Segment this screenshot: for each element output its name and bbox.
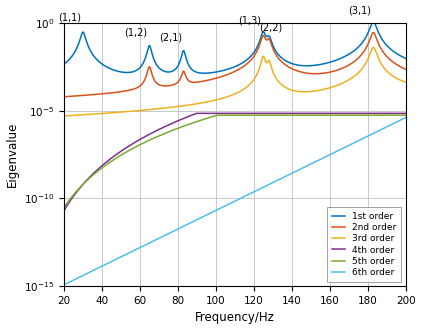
6th order: [264, 184, 269, 188]
1st order: [403, 56, 408, 60]
3rd order: [333, 84, 338, 88]
3rd order: [264, 60, 269, 64]
Text: (1,1): (1,1): [58, 12, 81, 22]
Y-axis label: Eigenvalue: Eigenvalue: [5, 122, 19, 187]
6th order: [61, 283, 67, 287]
4th order: [79, 184, 84, 188]
4th order: [279, 111, 284, 115]
Line: 6th order: 6th order: [64, 117, 405, 285]
1st order: [315, 63, 320, 67]
2nd order: [315, 72, 320, 76]
Line: 3rd order: 3rd order: [64, 48, 405, 116]
1st order: [279, 55, 284, 59]
1st order: [79, 34, 84, 38]
4th order: [185, 115, 190, 119]
5th order: [333, 113, 338, 117]
Text: (1,3): (1,3): [238, 16, 261, 25]
5th order: [185, 123, 190, 127]
3rd order: [61, 114, 67, 118]
3rd order: [279, 82, 284, 86]
Line: 4th order: 4th order: [64, 113, 405, 211]
1st order: [264, 34, 269, 38]
4th order: [333, 111, 338, 115]
3rd order: [371, 46, 376, 50]
5th order: [315, 113, 320, 117]
2nd order: [371, 31, 376, 35]
2nd order: [279, 59, 284, 63]
1st order: [333, 58, 338, 62]
4th order: [403, 111, 408, 115]
3rd order: [315, 89, 320, 93]
3rd order: [185, 103, 190, 107]
4th order: [264, 111, 269, 115]
2nd order: [333, 69, 338, 73]
5th order: [61, 206, 67, 210]
1st order: [371, 19, 376, 23]
X-axis label: Frequency/Hz: Frequency/Hz: [195, 312, 275, 324]
Line: 1st order: 1st order: [64, 21, 405, 73]
Legend: 1st order, 2nd order, 3rd order, 4th order, 5th order, 6th order: 1st order, 2nd order, 3rd order, 4th ord…: [327, 207, 401, 281]
3rd order: [79, 113, 84, 117]
5th order: [79, 184, 84, 188]
6th order: [315, 159, 320, 163]
Text: (1,2): (1,2): [125, 28, 148, 38]
5th order: [279, 113, 284, 117]
2nd order: [264, 38, 269, 42]
2nd order: [185, 78, 190, 82]
Line: 2nd order: 2nd order: [64, 33, 405, 97]
2nd order: [403, 67, 408, 71]
5th order: [264, 113, 269, 117]
2nd order: [79, 94, 84, 98]
Text: (3,1): (3,1): [349, 5, 372, 15]
4th order: [61, 209, 67, 213]
6th order: [185, 222, 190, 226]
2nd order: [61, 95, 67, 99]
Text: (2,1): (2,1): [159, 33, 182, 43]
1st order: [202, 71, 207, 75]
1st order: [185, 61, 190, 65]
3rd order: [403, 80, 408, 84]
4th order: [194, 111, 199, 115]
5th order: [215, 113, 220, 117]
4th order: [315, 111, 320, 115]
Text: (2,2): (2,2): [259, 23, 282, 33]
6th order: [403, 115, 408, 119]
1st order: [61, 62, 67, 66]
6th order: [333, 150, 338, 154]
5th order: [403, 113, 408, 117]
6th order: [79, 275, 84, 279]
6th order: [279, 177, 284, 181]
Line: 5th order: 5th order: [64, 115, 405, 208]
